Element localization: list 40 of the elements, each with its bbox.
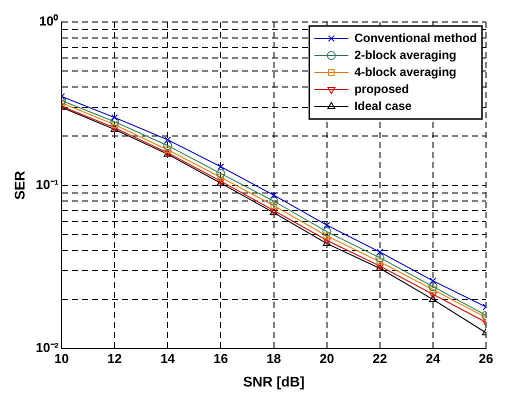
y-tick-label: 10⁰ [39,14,59,29]
point [164,136,172,144]
point [376,258,384,266]
x-tick-label: 22 [372,350,388,366]
point [110,117,120,126]
x-tick-label: 24 [426,350,441,366]
point [376,248,384,256]
legend-label: proposed [354,82,410,96]
legend-label: 4-block averaging [354,64,456,79]
point [269,196,278,206]
y-tick-label: 10⁻¹ [36,176,59,192]
point [324,232,330,240]
point [164,146,172,154]
x-tick-label: 14 [160,350,176,366]
point [111,114,118,121]
point [375,253,384,262]
x-tick-label: 18 [266,350,282,366]
point [270,192,278,199]
point [163,141,172,150]
x-tick-label: 26 [478,350,494,366]
x-axis-title: SNR [dB] [243,373,305,390]
point [322,227,332,236]
point [217,174,224,181]
point [270,202,278,210]
legend-label: Ideal case [354,98,412,113]
point [428,292,437,299]
point [428,294,437,302]
point [324,222,330,228]
legend-label: 2-block averaging [354,48,456,62]
point [216,169,226,178]
point [430,278,436,284]
point [430,286,436,293]
y-axis-title: SER [11,170,28,200]
x-tick-label: 16 [214,350,228,366]
point [111,121,118,128]
point [428,282,438,292]
x-tick-label: 20 [320,350,334,366]
x-tick-label: 12 [107,350,122,366]
point [217,163,224,170]
legend-label: Conventional method [354,30,478,45]
